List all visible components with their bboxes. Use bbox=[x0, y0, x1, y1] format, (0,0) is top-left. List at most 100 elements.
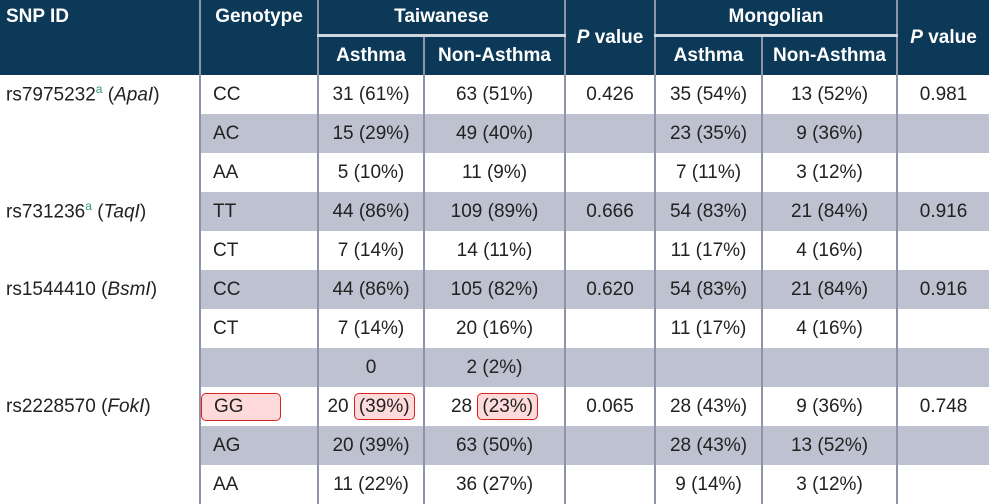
snp-id-cell: rs7975232a (ApaI) bbox=[6, 82, 160, 106]
taiwanese-asthma-cell: 44 (86%) bbox=[317, 192, 424, 231]
p-value-2-cell bbox=[896, 231, 989, 270]
mongolian-asthma-cell: 54 (83%) bbox=[654, 270, 763, 309]
mongolian-non-asthma-cell: 21 (84%) bbox=[761, 192, 898, 231]
header-snp-id: SNP ID bbox=[0, 0, 200, 75]
cell-text: a bbox=[85, 199, 92, 214]
cell-text: 4 (16%) bbox=[796, 239, 863, 261]
cell-text: 14 (11%) bbox=[456, 239, 533, 261]
p-value-1-cell bbox=[564, 153, 656, 192]
taiwanese-non-asthma-cell: 28 (23%) bbox=[422, 387, 566, 426]
p-value-2-cell bbox=[896, 309, 989, 348]
p-value-2-cell bbox=[896, 348, 989, 387]
snp-id-cell bbox=[0, 231, 200, 270]
cell-text: rs7975232 bbox=[6, 84, 96, 106]
cell-text: 0.620 bbox=[586, 278, 634, 300]
header-mongolian-non-asthma: Non-Asthma bbox=[761, 35, 898, 75]
p-value-2-cell: 0.748 bbox=[896, 387, 989, 426]
cell-text: a bbox=[95, 82, 103, 97]
cell-text: 13 (52%) bbox=[790, 434, 869, 456]
cell-text: AA bbox=[213, 473, 239, 495]
cell-text: 7 (14%) bbox=[337, 239, 405, 261]
p-value-1-cell bbox=[564, 309, 656, 348]
taiwanese-non-asthma-cell: 63 (50%) bbox=[422, 426, 566, 465]
cell-text: rs731236 bbox=[6, 201, 86, 223]
table-row: rs1544410 (BsmI) CC 44 (86%) 105 (82%) 0.620… bbox=[0, 270, 989, 309]
taiwanese-asthma-cell: 20 (39%) bbox=[317, 387, 424, 426]
header-taiwanese: Taiwanese bbox=[316, 0, 566, 37]
genotype-cell: AG bbox=[199, 426, 318, 465]
p-value-1-cell bbox=[564, 231, 656, 270]
cell-text: 0.748 bbox=[919, 395, 968, 417]
cell-text: 0.916 bbox=[919, 200, 968, 222]
cell-text: 5 (10%) bbox=[337, 161, 405, 183]
mongolian-non-asthma-cell: 9 (36%) bbox=[761, 387, 898, 426]
highlight-box: GG bbox=[201, 392, 281, 421]
p-value-1-cell: 0.620 bbox=[564, 270, 656, 309]
snp-id-cell bbox=[0, 114, 200, 153]
table-row: CT 7 (14%) 14 (11%) 11 (17%) 4 (16%) bbox=[0, 231, 989, 270]
table-row: CT 7 (14%) 20 (16%) 11 (17%) 4 (16%) bbox=[0, 309, 989, 348]
cell-text: 13 (52%) bbox=[790, 83, 869, 105]
cell-text: value bbox=[589, 26, 644, 48]
cell-text: 11 (22%) bbox=[333, 473, 409, 495]
mongolian-asthma-cell: 54 (83%) bbox=[654, 192, 763, 231]
taiwanese-asthma-cell: 5 (10%) bbox=[317, 153, 424, 192]
highlight-box: (23%) bbox=[477, 392, 539, 420]
cell-text: ApaI bbox=[114, 84, 154, 106]
cell-text: TT bbox=[213, 200, 237, 222]
mongolian-non-asthma-cell: 3 (12%) bbox=[761, 465, 898, 504]
p-value-1-cell bbox=[564, 114, 656, 153]
taiwanese-non-asthma-cell: 2 (2%) bbox=[422, 348, 566, 387]
header-mongolian-asthma: Asthma bbox=[654, 35, 763, 75]
table-row: AC 15 (29%) 49 (40%) 23 (35%) 9 (36%) bbox=[0, 114, 989, 153]
taiwanese-non-asthma-cell: 63 (51%) bbox=[422, 75, 566, 114]
mongolian-non-asthma-cell: 13 (52%) bbox=[761, 75, 898, 114]
cell-text: 0 bbox=[365, 356, 377, 378]
cell-text: 21 (84%) bbox=[790, 200, 869, 222]
cell-text: AG bbox=[213, 434, 241, 456]
taiwanese-asthma-cell: 7 (14%) bbox=[317, 231, 424, 270]
taiwanese-non-asthma-cell: 14 (11%) bbox=[422, 231, 566, 270]
cell-text: CC bbox=[213, 83, 241, 105]
cell-text: value bbox=[922, 26, 977, 48]
cell-text: 4 (16%) bbox=[796, 317, 863, 339]
cell-text: 0.426 bbox=[586, 83, 634, 105]
taiwanese-non-asthma-cell: 20 (16%) bbox=[422, 309, 566, 348]
header-p-value-1: P value bbox=[564, 0, 656, 75]
mongolian-non-asthma-cell: 13 (52%) bbox=[761, 426, 898, 465]
p-value-2-cell bbox=[896, 465, 989, 504]
genotype-cell: GG bbox=[199, 387, 318, 426]
mongolian-asthma-cell: 11 (17%) bbox=[654, 231, 763, 270]
taiwanese-non-asthma-cell: 11 (9%) bbox=[422, 153, 566, 192]
table-row: 0 2 (2%) bbox=[0, 348, 989, 387]
p-value-1-cell bbox=[564, 465, 656, 504]
snp-id-cell bbox=[0, 426, 200, 465]
cell-text: 36 (27%) bbox=[455, 473, 534, 495]
cell-text: 9 (36%) bbox=[796, 122, 863, 144]
cell-text: 31 (61%) bbox=[332, 83, 410, 105]
genotype-cell: AC bbox=[199, 114, 318, 153]
cell-text: 20 (16%) bbox=[455, 317, 534, 339]
cell-text: 23 (35%) bbox=[669, 122, 748, 144]
genotype-cell: CT bbox=[199, 309, 318, 348]
p-value-1-cell: 0.065 bbox=[564, 387, 656, 426]
snp-id-cell: rs731236a (TaqI) bbox=[6, 199, 147, 223]
cell-text: rs1544410 bbox=[6, 278, 96, 300]
table-row: rs731236a (TaqI) TT 44 (86%) 109 (89%) 0.666… bbox=[0, 192, 989, 231]
cell-text: 54 (83%) bbox=[669, 200, 748, 222]
cell-text: FokI bbox=[107, 395, 145, 417]
header-genotype: Genotype bbox=[199, 0, 318, 75]
taiwanese-asthma-cell: 0 bbox=[317, 348, 424, 387]
cell-text: 3 (12%) bbox=[796, 161, 863, 183]
genotype-cell: TT bbox=[199, 192, 318, 231]
cell-text: 54 (83%) bbox=[669, 278, 748, 300]
cell-text: CT bbox=[213, 239, 239, 261]
snp-id-cell bbox=[0, 348, 200, 387]
cell-text: rs2228570 bbox=[6, 395, 96, 417]
p-value-1-cell bbox=[564, 426, 656, 465]
taiwanese-non-asthma-cell: 105 (82%) bbox=[422, 270, 566, 309]
taiwanese-non-asthma-cell: 49 (40%) bbox=[422, 114, 566, 153]
header-mongolian: Mongolian bbox=[654, 0, 898, 37]
mongolian-non-asthma-cell: 21 (84%) bbox=[761, 270, 898, 309]
